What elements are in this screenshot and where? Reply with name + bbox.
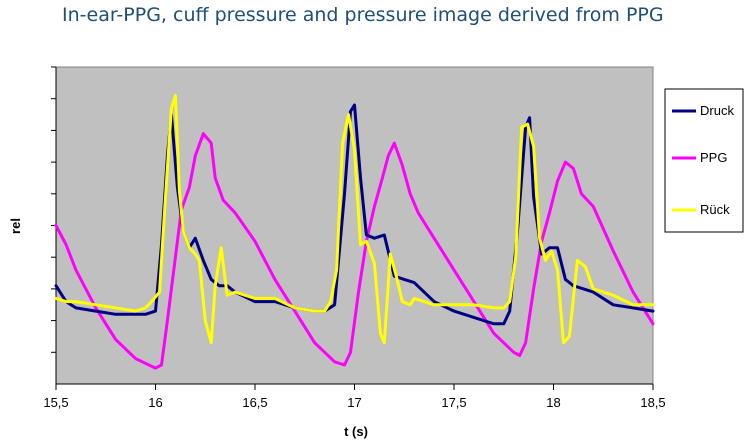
chart-title: In-ear-PPG, cuff pressure and pressure i… (62, 4, 664, 26)
legend-label: PPG (700, 150, 727, 165)
x-tick-label: 17,5 (441, 395, 466, 410)
x-axis-ticks: 15,5 16 16,5 17 17,5 18 18,5 (43, 384, 666, 410)
y-axis-title: rel (8, 218, 23, 234)
y-axis-ticks (51, 66, 56, 353)
series-group (54, 94, 655, 370)
x-tick-label: 16 (148, 395, 162, 410)
series-line-ppg (54, 132, 655, 370)
x-tick-label: 18,5 (640, 395, 665, 410)
legend-label: Rück (700, 202, 730, 217)
legend-box (664, 88, 744, 233)
x-tick-label: 18 (546, 395, 560, 410)
x-tick-label: 15,5 (43, 395, 68, 410)
legend-items: Druck PPG Rück (672, 103, 734, 217)
x-axis-title: t (s) (344, 424, 368, 439)
legend-label: Druck (700, 103, 734, 118)
series-line-rueck (54, 94, 655, 345)
x-tick-label: 16,5 (242, 395, 267, 410)
x-tick-label: 17 (347, 395, 361, 410)
legend: Druck PPG Rück (664, 88, 744, 233)
